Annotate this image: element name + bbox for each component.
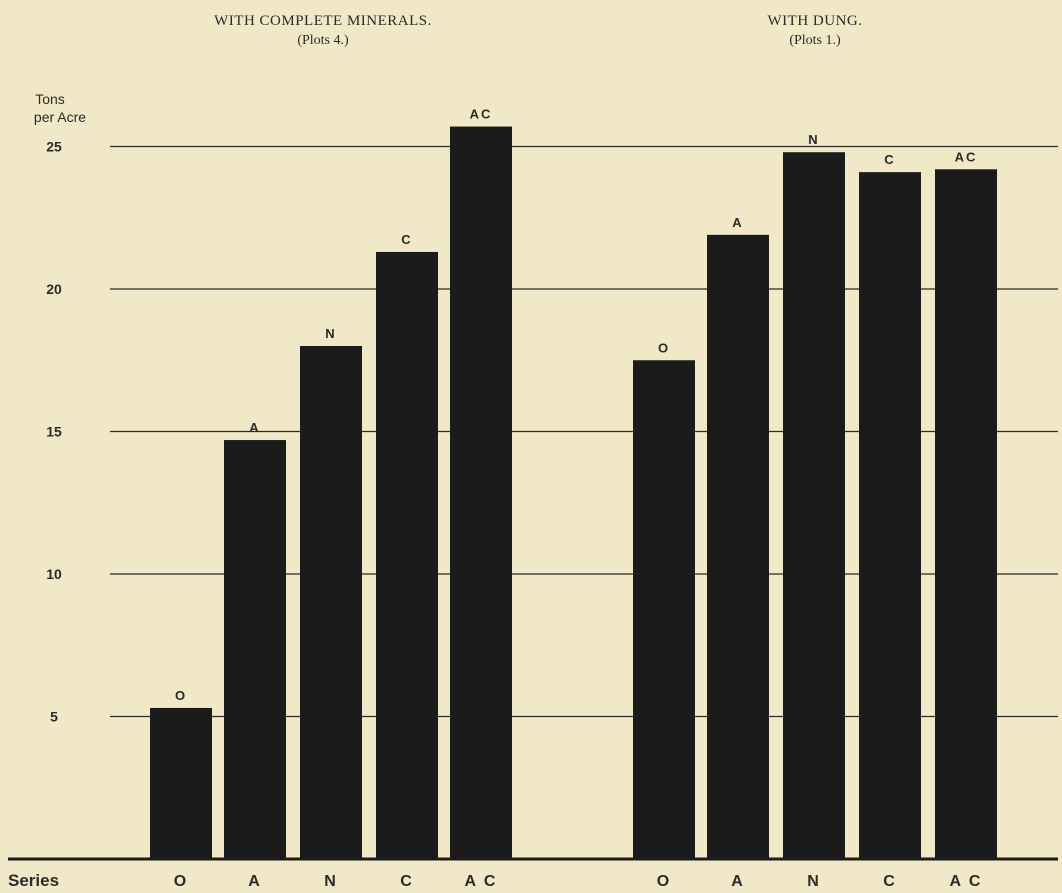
category-label-panel1-ac: A C — [465, 873, 498, 890]
bar-label-panel1-n: N — [325, 326, 336, 341]
bar-label-panel2-c: C — [884, 152, 895, 167]
category-label-panel2-a: A — [731, 873, 745, 890]
category-label-panel1-c: C — [400, 873, 414, 890]
category-label-panel2-n: N — [807, 873, 821, 890]
panel-2-subtitle: (Plots 1.) — [789, 33, 841, 48]
category-label-panel2-ac: A C — [950, 873, 983, 890]
bar-label-panel1-ac: AC — [470, 107, 493, 122]
bar-panel2-o — [633, 360, 695, 859]
panel-1-title: WITH COMPLETE MINERALS. — [214, 13, 432, 29]
bar-panel1-a — [224, 440, 286, 859]
bar-panel1-o — [150, 707, 212, 859]
bar-panel2-ac — [935, 169, 997, 860]
y-tick-label-25: 25 — [46, 139, 62, 155]
bar-label-panel2-ac: AC — [955, 149, 978, 164]
category-label-panel2-o: O — [657, 873, 671, 890]
category-label-panel1-o: O — [174, 873, 188, 890]
bar-label-panel2-o: O — [658, 340, 670, 355]
bar-label-panel1-a: A — [249, 420, 260, 435]
category-label-panel1-a: A — [248, 873, 262, 890]
bar-panel1-c — [376, 251, 438, 859]
bar-label-panel2-n: N — [808, 132, 819, 147]
x-axis-series-label: Series — [8, 871, 59, 890]
panel-2-title: WITH DUNG. — [768, 13, 863, 29]
y-tick-label-15: 15 — [46, 424, 62, 440]
y-axis-label-line2: per Acre — [34, 109, 86, 125]
bar-panel2-c — [859, 172, 921, 859]
y-tick-label-5: 5 — [50, 709, 58, 725]
bar-label-panel2-a: A — [732, 215, 743, 230]
bar-panel2-a — [707, 234, 769, 860]
y-tick-label-10: 10 — [46, 566, 62, 582]
bar-panel1-ac — [450, 126, 512, 860]
panel-1-subtitle: (Plots 4.) — [297, 33, 349, 48]
bar-panel2-n — [783, 152, 845, 859]
y-tick-label-20: 20 — [46, 281, 62, 297]
category-label-panel1-n: N — [324, 873, 338, 890]
bar-label-panel1-c: C — [401, 232, 412, 247]
category-label-panel2-c: C — [883, 873, 897, 890]
bar-panel1-n — [300, 346, 362, 859]
bar-label-panel1-o: O — [175, 688, 187, 703]
y-axis-label-line1: Tons — [35, 91, 65, 107]
